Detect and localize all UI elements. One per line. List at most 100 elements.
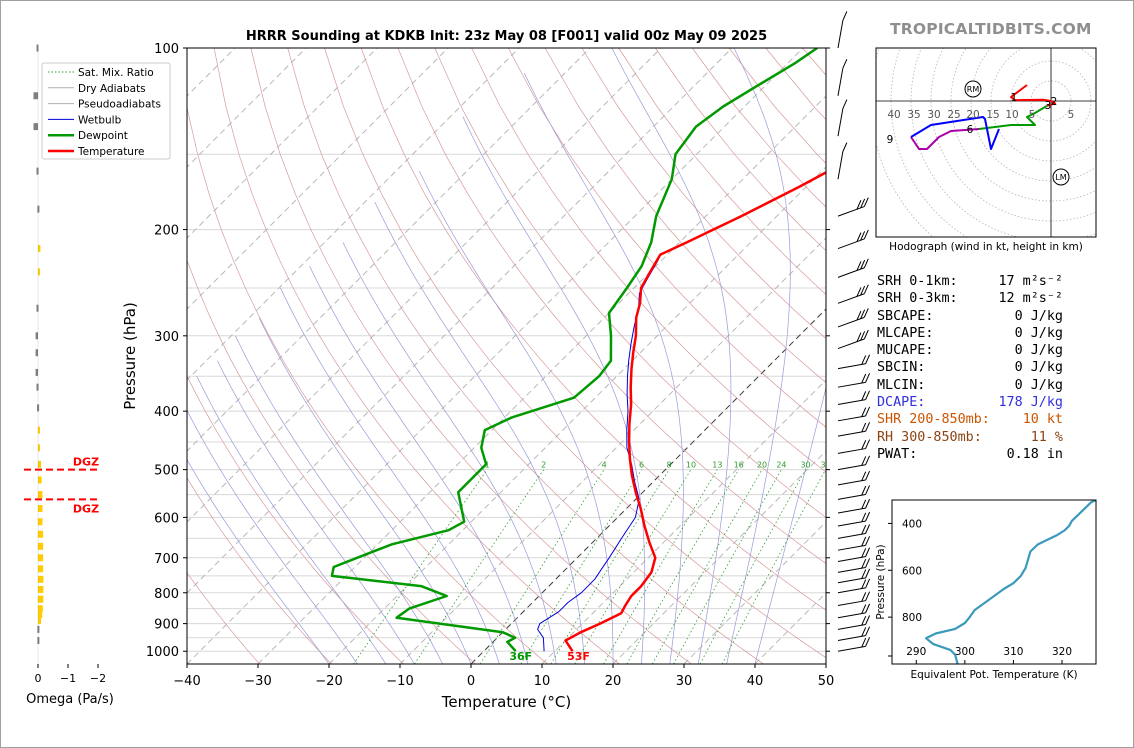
wind-barb-shaft [837,151,844,180]
hodo-height-label: 1 [1011,92,1018,104]
wind-barb-flag [856,261,862,271]
dry-adiabat [287,48,764,664]
omega-bar [38,426,40,434]
wind-barb-flag [861,604,867,614]
legend-label: Dry Adiabats [78,83,146,95]
x-tick-label: −20 [315,674,342,689]
stat-row-sbcape: SBCAPE: 0 J/kg [877,308,1063,325]
stat-row-shear: SHR 200-850mb: 10 kt [877,411,1063,428]
stat-label: DCAPE: [877,395,926,411]
x-tick-label: 10 [534,674,551,689]
hodo-height-label: 3 [1045,100,1052,112]
stat-value: 0 J/kg [1014,308,1063,324]
omega-x-axis-label: Omega (Pa/s) [26,692,114,707]
x-tick-label: 50 [818,674,835,689]
wind-barb-shaft [837,577,866,584]
wind-barb-flag [863,308,869,318]
hodo-trace [910,116,1000,150]
stat-value: 0.18 in [1006,446,1063,462]
stat-value: 178 J/kg [998,395,1064,411]
thetae-y-tick-label: 800 [902,612,922,624]
wind-barb-flag [861,456,867,466]
stat-label: SBCAPE: [877,308,934,324]
wind-barb-flag [860,309,866,319]
dry-adiabat [360,48,826,611]
wind-barb-flag [865,637,871,647]
hodo-marker-circle [964,80,982,98]
stat-label: SRH 0-1km: [877,274,958,289]
hodo-ring-label: 10 [1005,109,1018,121]
y-tick-label: 800 [154,587,179,602]
moist-adiabat [523,72,684,664]
wind-barb-flag [861,391,867,401]
stat-row-dcape: DCAPE: 178 J/kg [877,394,1063,411]
wind-barb-flag [861,499,867,510]
mixing-ratio-line [574,469,692,664]
omega-bar [38,460,41,468]
moist-adiabat [342,242,557,664]
omega-bar [36,304,39,312]
mixing-ratio-label: 13 [712,461,722,470]
mixing-ratio-label: 10 [686,461,696,470]
thetae-x-tick-label: 320 [1052,646,1072,658]
hodo-height-label: 9 [887,134,894,146]
chart-title: HRRR Sounding at KDKB Init: 23z May 08 [… [246,29,767,44]
mixing-ratio-label: 1 [485,461,490,470]
wind-barb-flag [861,569,867,579]
stat-value: 17 m²s⁻² [998,274,1064,289]
wind-barb-flag [861,512,867,523]
wind-barb-shaft [837,556,866,562]
omega-bar [35,332,38,340]
dgz-label: DGZ [73,456,99,469]
wind-barb-flag [861,440,867,450]
legend-label: Temperature [77,146,145,158]
stat-label: RH 300-850mb: [877,429,982,445]
omega-bar [38,444,40,452]
wind-barb-shaft [837,493,866,500]
stat-label: PWAT: [877,446,918,462]
hodo-marker-label: RM [967,85,980,94]
wind-barb-flag [865,524,871,534]
hodo-caption: Hodograph (wind in kt, height in km) [889,241,1083,253]
stat-value: 12 m²s⁻² [998,291,1064,307]
stat-value: 0 J/kg [1014,343,1063,359]
skewt-plot-area: 1 2 4 6 8 10 13 16 20 24 30 36 [187,48,826,664]
mixing-ratio-line [626,469,740,664]
thetae-line [924,500,1096,664]
wind-barb-shaft [837,108,844,137]
stats-table: SRH 0-1km: 17 m²s⁻² SRH 0-3km: 12 m²s⁻² SB… [877,273,1063,463]
dry-adiabat [507,48,826,428]
omega-bar [38,611,43,619]
wind-barb-shaft [837,399,866,406]
hodo-trace [1010,84,1052,102]
x-tick-label: 20 [605,674,622,689]
wind-barb-shaft [837,448,866,454]
mixing-ratio-label: 6 [639,461,644,470]
wind-barb-flag [860,259,866,270]
wind-barb-flag [865,615,871,625]
omega-bar [38,585,44,593]
stat-label: SHR 200-850mb: [877,412,990,428]
isotherm [187,48,378,239]
isotherm [257,95,826,664]
stat-row-sbcin: SBCIN: 0 J/kg [877,359,1063,376]
hodo-ring-label: 25 [947,109,960,121]
thetae-x-tick-label: 310 [1003,646,1023,658]
wind-barb-flag [861,373,867,384]
dry-adiabat [544,48,826,384]
thetae-y-tick-label: 400 [902,518,922,530]
y-tick-label: 200 [154,224,179,239]
moist-adiabat [754,385,826,664]
omega-bar [38,617,41,625]
wind-barb-shaft [837,520,866,527]
dry-adiabat [581,48,826,339]
wind-barb-flag [856,232,862,242]
stat-label: SRH 0-3km: [877,291,958,307]
wind-barb-flag [863,258,869,268]
moist-adiabat [187,458,330,664]
omega-bar [38,554,44,562]
wind-barb-shaft [837,635,866,642]
legend-label: Dewpoint [78,130,128,142]
